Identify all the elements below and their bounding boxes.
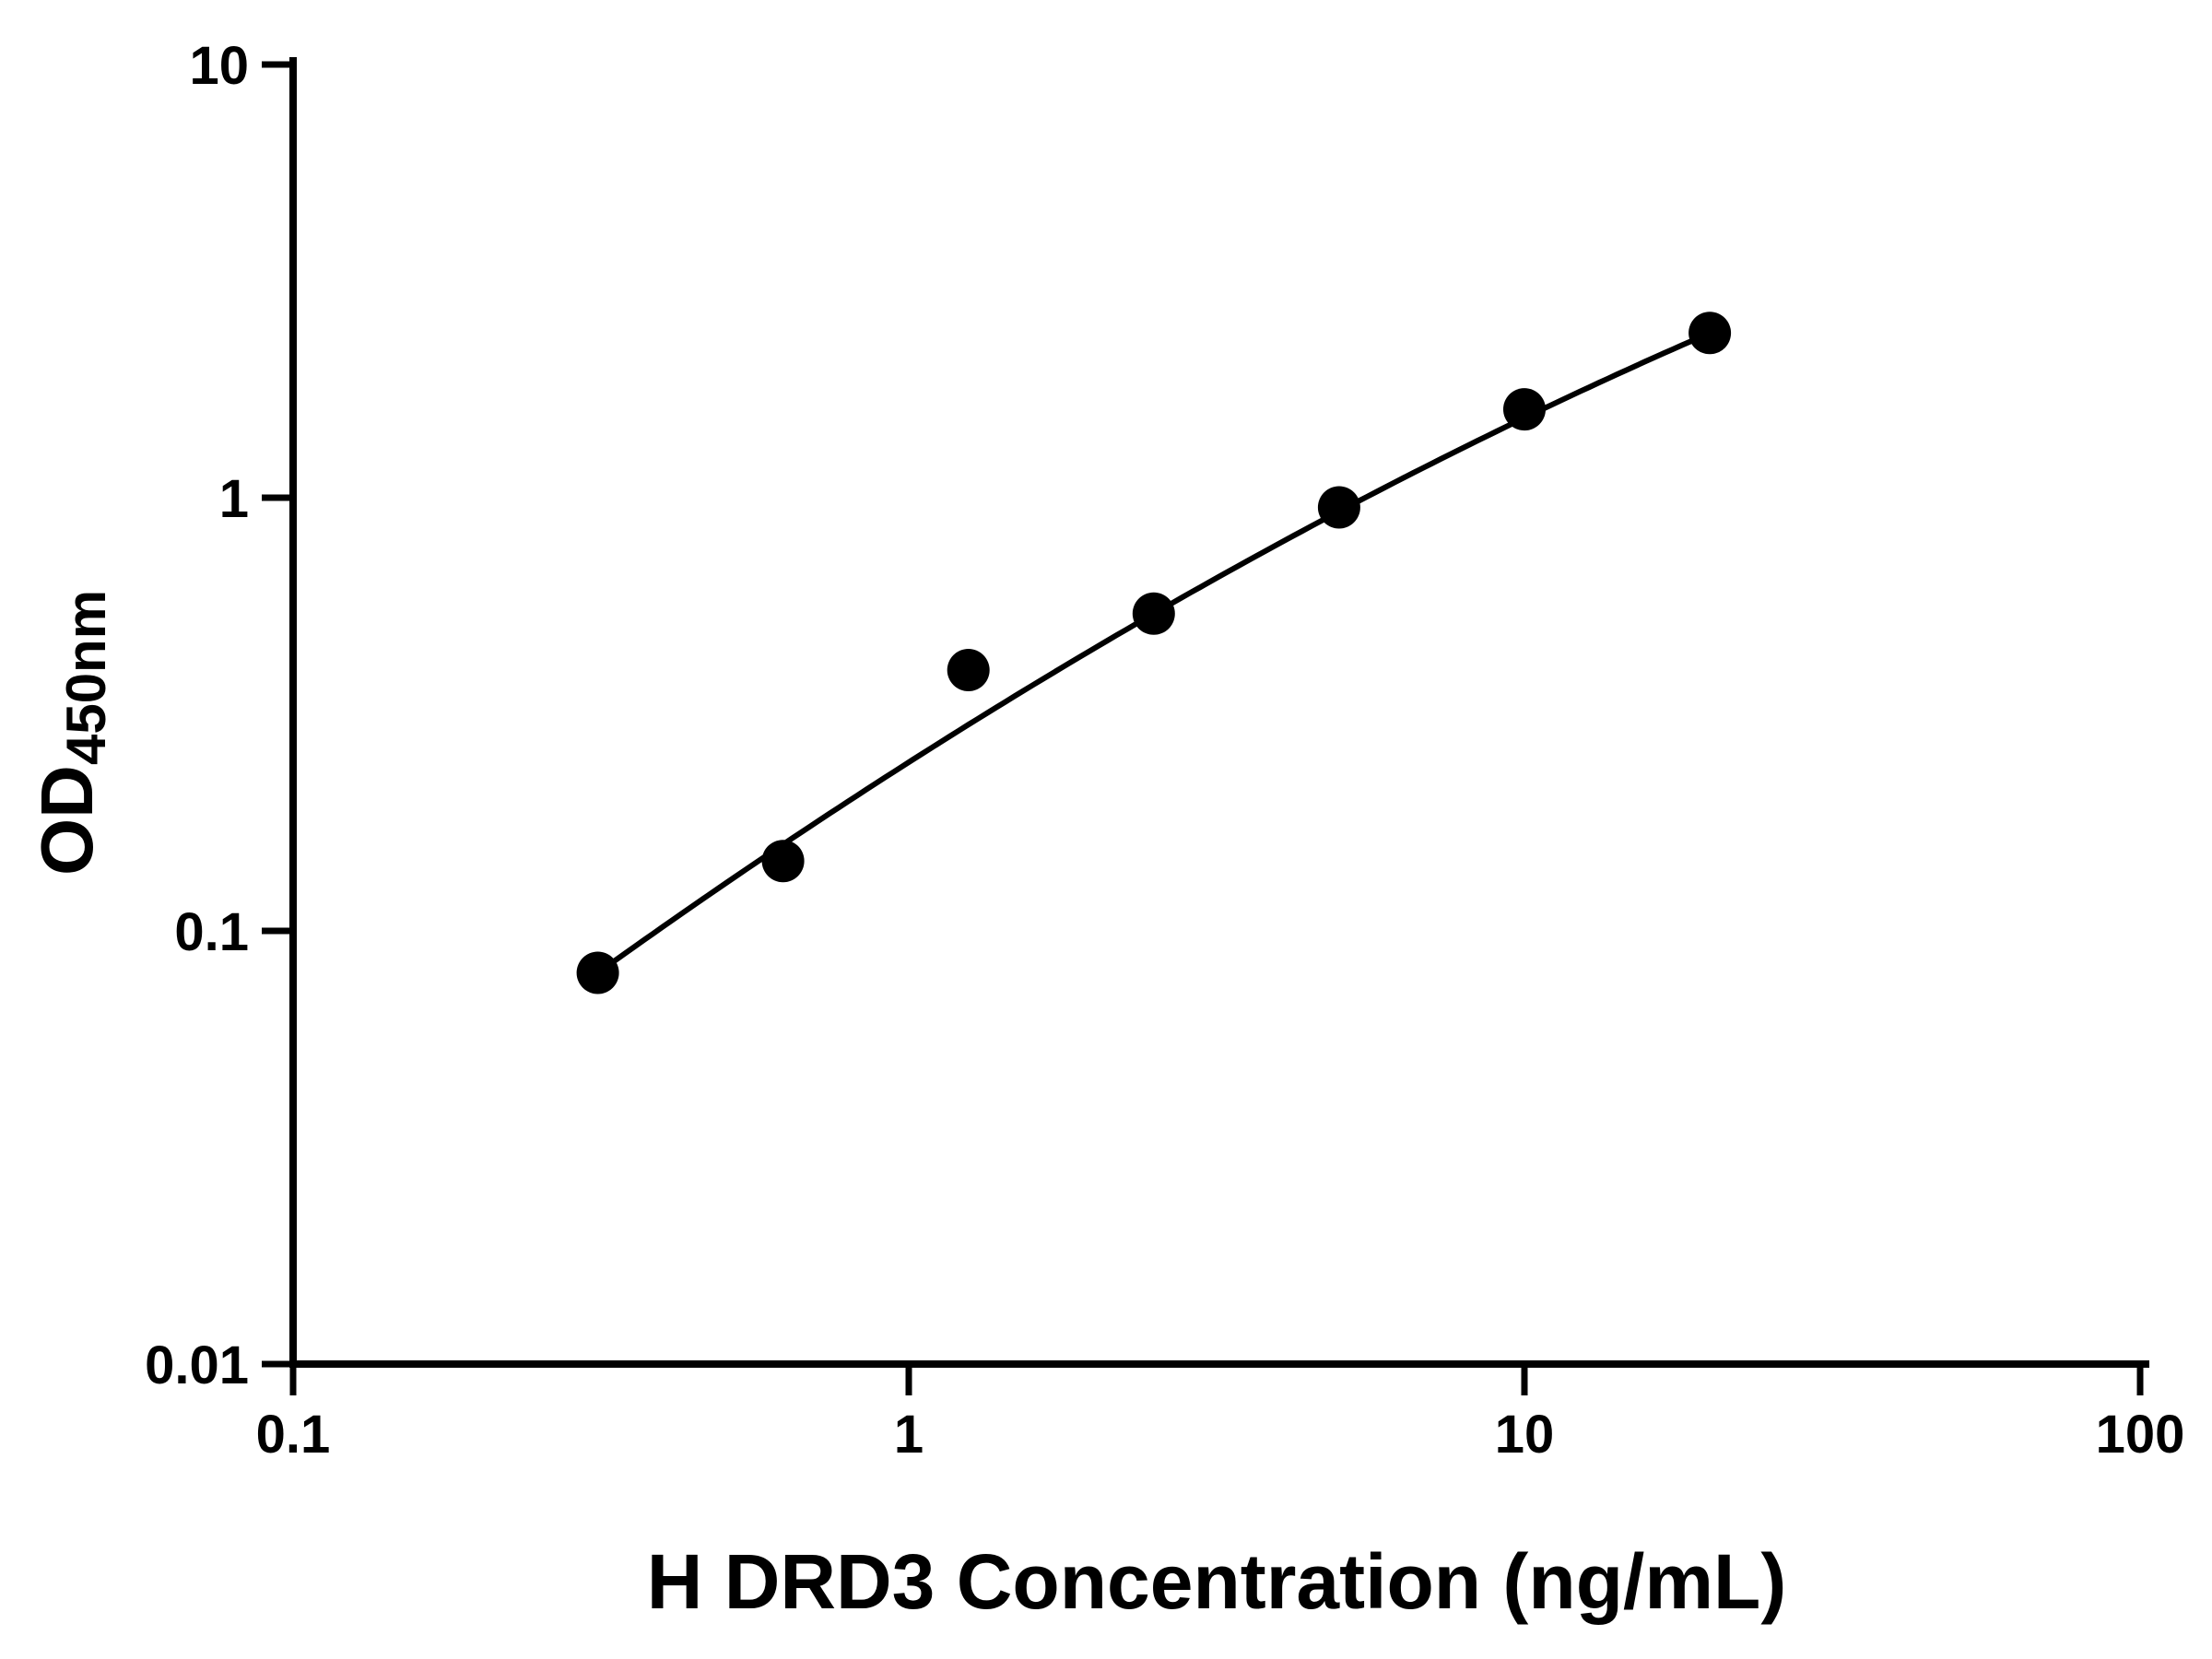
y-tick-label: 0.01 (145, 1335, 249, 1395)
y-tick-label: 10 (189, 36, 249, 96)
x-tick-label: 0.1 (256, 1405, 331, 1465)
data-point (1317, 486, 1360, 529)
data-point (1503, 388, 1546, 431)
x-tick-label: 1 (894, 1405, 924, 1465)
x-axis-title: H DRD3 Concentration (ng/mL) (647, 1538, 1787, 1625)
data-point (947, 649, 990, 691)
data-point (1132, 592, 1175, 635)
y-axis-title-subscript: 450nm (55, 590, 117, 765)
y-tick-label: 1 (219, 469, 249, 529)
y-axis-title-main: OD (26, 765, 108, 876)
x-tick-label: 100 (2096, 1405, 2185, 1465)
y-tick-label: 0.1 (174, 902, 249, 962)
data-point (1688, 312, 1732, 355)
fit-curve (594, 330, 1713, 976)
data-point (761, 840, 805, 883)
data-point (576, 951, 619, 994)
y-axis-title: OD450nm (26, 590, 117, 876)
x-tick-label: 10 (1495, 1405, 1555, 1465)
